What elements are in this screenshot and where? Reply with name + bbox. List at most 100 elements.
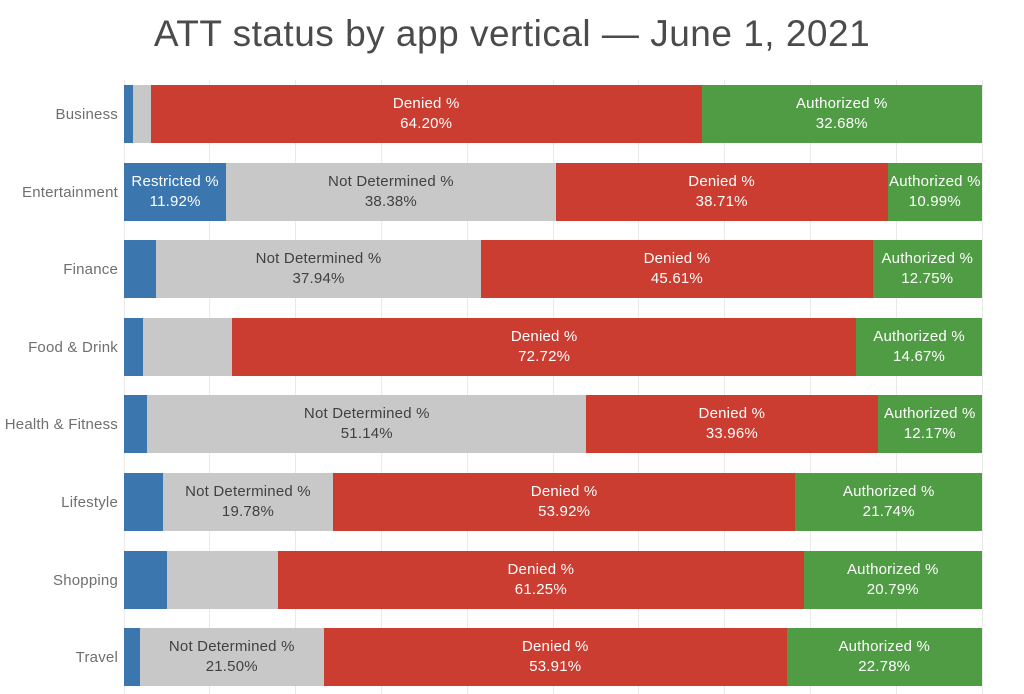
vertical-gridline	[552, 80, 554, 694]
bar-segment-denied[interactable]: Denied % 64.20%	[150, 85, 702, 143]
segment-label-name: Denied %	[530, 483, 598, 500]
vertical-gridline	[724, 80, 726, 694]
segment-label-name: Authorized %	[842, 483, 935, 500]
segment-label-name: Denied %	[507, 561, 575, 578]
segment-label-value: 19.78%	[221, 503, 274, 520]
vertical-gridline	[380, 80, 382, 694]
stacked-bar: Not Determined % 37.94% Denied % 45.61% Auth…	[124, 240, 982, 298]
category-label: Business	[55, 105, 118, 123]
vertical-gridline	[638, 80, 640, 694]
segment-label-value: 38.38%	[364, 193, 417, 210]
segment-label-name: Not Determined %	[185, 483, 311, 500]
segment-label-value: 22.78%	[858, 658, 911, 675]
segment-label-name: Not Determined %	[303, 405, 430, 422]
bar-segment-restricted[interactable]: Restricted % 11.92%	[124, 163, 227, 221]
segment-label-value: 45.61%	[650, 270, 703, 287]
bar-segment-denied[interactable]: Denied % 53.92%	[332, 473, 796, 531]
segment-label-value: 32.68%	[815, 115, 868, 132]
bar-segment-denied[interactable]: Denied % 38.71%	[555, 163, 888, 221]
category-label: Finance	[63, 260, 118, 278]
bar-segment-denied[interactable]: Denied % 45.61%	[481, 240, 873, 298]
category-label: Health & Fitness	[4, 415, 118, 433]
segment-label-value: 12.75%	[901, 270, 954, 287]
segment-label-value: 10.99%	[908, 193, 961, 210]
plot-area: Business Denied % 64.20% Authorized % 32.68…	[5, 80, 983, 694]
segment-label-name: Authorized %	[795, 95, 888, 112]
bar-segment-restricted[interactable]	[124, 395, 148, 453]
category-label: Entertainment	[22, 183, 118, 201]
segment-label-value: 53.91%	[529, 658, 582, 675]
segment-label-name: Authorized %	[846, 561, 939, 578]
stacked-bar: Denied % 72.72% Authorized % 14.67%	[124, 318, 982, 376]
bar-segment-authorized[interactable]: Authorized % 10.99%	[887, 163, 982, 221]
segment-label-value: 51.14%	[340, 425, 393, 442]
bar-segment-authorized[interactable]: Authorized % 14.67%	[856, 318, 982, 376]
stacked-bar: Not Determined % 21.50% Denied % 53.91% Auth…	[124, 628, 982, 686]
segment-label-name: Authorized %	[838, 638, 931, 655]
segment-label-value: 53.92%	[538, 503, 591, 520]
stacked-bar: Not Determined % 19.78% Denied % 53.92% Auth…	[124, 473, 982, 531]
bar-segment-denied[interactable]: Denied % 33.96%	[586, 395, 878, 453]
segment-label-value: 20.79%	[866, 581, 919, 598]
segment-label-name: Not Determined %	[328, 173, 454, 190]
bar-segment-denied[interactable]: Denied % 72.72%	[232, 318, 857, 376]
bar-segment-not_determined[interactable]	[133, 85, 151, 143]
bar-row: Finance Not Determined % 37.94% Denied % 45…	[63, 240, 982, 298]
bar-row: Food & Drink Denied % 72.72% Authorized % 1…	[28, 318, 982, 376]
bar-segment-authorized[interactable]: Authorized % 12.17%	[877, 395, 982, 453]
segment-label-name: Restricted %	[131, 173, 219, 190]
bar-row: Shopping Denied % 61.25% Authorized % 20.79…	[53, 551, 982, 609]
bar-segment-restricted[interactable]	[124, 318, 143, 376]
vertical-gridline	[466, 80, 468, 694]
bar-segment-restricted[interactable]	[124, 473, 164, 531]
segment-label-name: Denied %	[521, 638, 589, 655]
segment-label-value: 37.94%	[292, 270, 345, 287]
segment-label-name: Denied %	[688, 173, 755, 190]
segment-label-name: Not Determined %	[255, 250, 382, 267]
bar-segment-denied[interactable]: Denied % 53.91%	[323, 628, 787, 686]
bar-row: Business Denied % 64.20% Authorized % 32.68…	[56, 85, 982, 143]
bar-segment-restricted[interactable]	[124, 85, 133, 143]
bar-segment-not_determined[interactable]	[166, 551, 279, 609]
segment-label-name: Authorized %	[883, 405, 976, 422]
bar-segment-authorized[interactable]: Authorized % 12.75%	[872, 240, 982, 298]
segment-label-name: Authorized %	[889, 173, 981, 190]
stacked-bar: Not Determined % 51.14% Denied % 33.96% Auth…	[124, 395, 982, 453]
segment-label-value: 12.17%	[903, 425, 956, 442]
vertical-gridline	[209, 80, 211, 694]
vertical-gridline	[895, 80, 897, 694]
segment-label-name: Denied %	[698, 405, 766, 422]
bar-segment-not_determined[interactable]	[142, 318, 233, 376]
bar-segment-denied[interactable]: Denied % 61.25%	[278, 551, 804, 609]
bar-row: Entertainment Restricted % 11.92% Not Dete…	[22, 163, 982, 221]
bar-segment-restricted[interactable]	[124, 551, 167, 609]
segment-label-value: 64.20%	[400, 115, 453, 132]
bar-segment-not_determined[interactable]: Not Determined % 21.50%	[139, 628, 324, 686]
segment-label-value: 72.72%	[518, 348, 571, 365]
bar-segment-not_determined[interactable]: Not Determined % 19.78%	[163, 473, 333, 531]
bar-segment-authorized[interactable]: Authorized % 21.74%	[795, 473, 982, 531]
segment-label-name: Authorized %	[873, 328, 965, 345]
segment-label-name: Not Determined %	[168, 638, 295, 655]
category-label: Shopping	[53, 571, 118, 589]
bar-segment-authorized[interactable]: Authorized % 20.79%	[803, 551, 982, 609]
bar-row: Health & Fitness Not Determined % 51.14% D…	[5, 395, 982, 453]
bar-segment-authorized[interactable]: Authorized % 32.68%	[701, 85, 982, 143]
bar-segment-authorized[interactable]: Authorized % 22.78%	[786, 628, 982, 686]
segment-label-name: Denied %	[510, 328, 578, 345]
bar-segment-restricted[interactable]	[124, 240, 156, 298]
bar-segment-not_determined[interactable]: Not Determined % 51.14%	[147, 395, 587, 453]
segment-label-value: 21.74%	[862, 503, 915, 520]
stacked-bar: Denied % 64.20% Authorized % 32.68%	[124, 85, 982, 143]
bar-segment-not_determined[interactable]: Not Determined % 38.38%	[226, 163, 556, 221]
segment-label-value: 21.50%	[205, 658, 258, 675]
segment-label-value: 38.71%	[695, 193, 748, 210]
segment-label-value: 11.92%	[149, 193, 201, 210]
segment-label-name: Denied %	[392, 95, 460, 112]
bar-segment-not_determined[interactable]: Not Determined % 37.94%	[155, 240, 482, 298]
vertical-gridline	[123, 80, 125, 694]
segment-label-name: Denied %	[643, 250, 711, 267]
category-label: Travel	[75, 648, 118, 666]
bar-segment-restricted[interactable]	[124, 628, 140, 686]
